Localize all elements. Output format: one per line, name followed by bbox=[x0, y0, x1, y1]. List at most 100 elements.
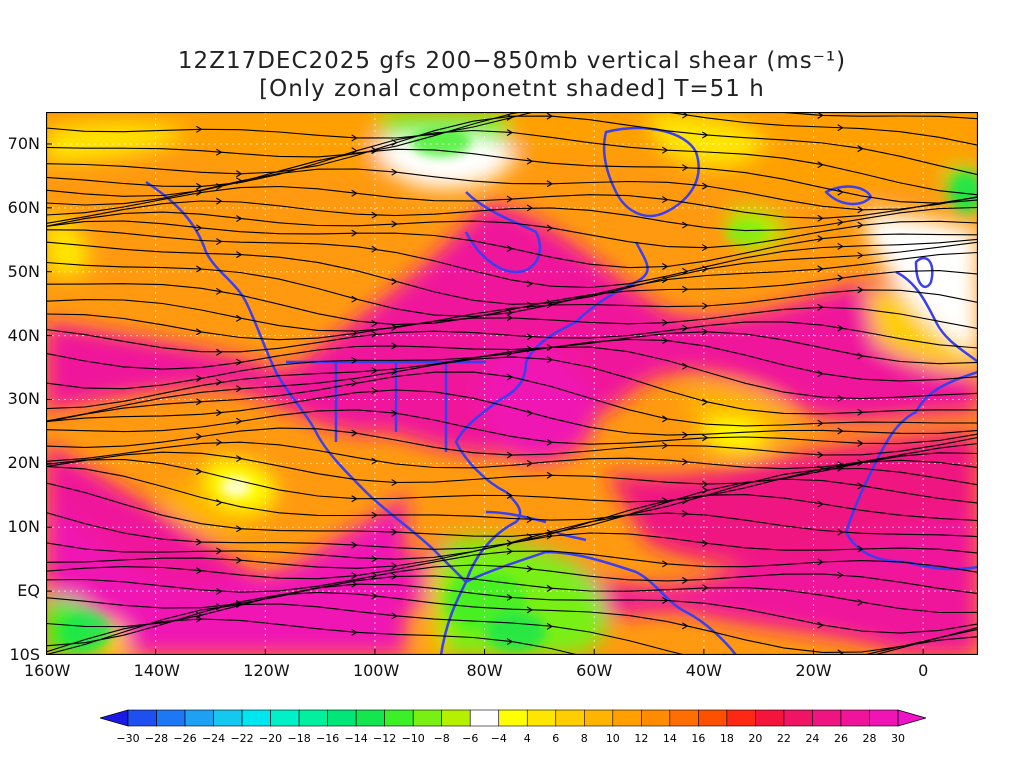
streamline-arrow bbox=[506, 547, 514, 555]
streamline-arrow bbox=[526, 157, 534, 165]
longitude-label: 40W bbox=[685, 661, 722, 680]
streamline-arrow bbox=[351, 147, 358, 155]
streamline-arrow bbox=[371, 555, 378, 563]
streamline bbox=[46, 575, 978, 614]
streamline-arrow bbox=[837, 528, 844, 536]
streamline bbox=[46, 441, 978, 470]
streamline-arrow bbox=[682, 458, 689, 466]
colorbar-cell bbox=[583, 709, 614, 727]
streamline-arrow bbox=[371, 457, 378, 465]
streamline-arrow bbox=[546, 471, 554, 479]
streamline bbox=[46, 211, 978, 249]
colorbar-label: 8 bbox=[581, 732, 588, 745]
colorbar-label: −28 bbox=[145, 732, 168, 745]
colorbar-cell bbox=[726, 709, 756, 727]
streamline-arrow bbox=[236, 417, 243, 425]
colorbar-min-arrow bbox=[98, 709, 129, 727]
streamline bbox=[46, 168, 978, 211]
streamline-arrow bbox=[351, 628, 358, 636]
streamline-arrow bbox=[837, 188, 844, 196]
streamline-arrow bbox=[817, 500, 824, 508]
map-plot bbox=[45, 111, 979, 656]
colorbar-label: −12 bbox=[373, 732, 396, 745]
streamline-arrow bbox=[817, 303, 824, 311]
streamline-arrow bbox=[662, 497, 669, 505]
streamline-arrow bbox=[702, 539, 709, 547]
streamline-arrow bbox=[196, 615, 203, 623]
streamline-arrow bbox=[702, 131, 709, 139]
streamline-arrow bbox=[196, 398, 203, 406]
streamline-arrow bbox=[546, 301, 554, 309]
colorbar-cell bbox=[327, 709, 357, 727]
streamline-arrow bbox=[546, 622, 554, 630]
colorbar-label: 30 bbox=[891, 732, 905, 745]
colorbar-cell bbox=[698, 709, 728, 727]
colorbar-label: −26 bbox=[173, 732, 196, 745]
streamline-arrow bbox=[236, 385, 243, 393]
streamline bbox=[46, 512, 978, 560]
colorbar-cell bbox=[213, 709, 243, 727]
colorbar-cell bbox=[127, 709, 157, 727]
streamline-arrow bbox=[371, 330, 378, 338]
streamline-arrow bbox=[817, 621, 824, 629]
colorbar-label: 12 bbox=[634, 732, 648, 745]
streamline-arrow bbox=[702, 398, 709, 406]
streamline-arrow bbox=[817, 161, 824, 169]
streamline-arrow bbox=[351, 189, 358, 197]
streamline-arrow bbox=[682, 164, 689, 172]
streamline bbox=[46, 465, 978, 521]
streamline-arrow bbox=[682, 510, 689, 518]
streamline bbox=[46, 241, 978, 305]
streamline-arrow bbox=[526, 533, 534, 541]
streamline-arrow bbox=[391, 479, 398, 487]
streamline-arrow bbox=[837, 571, 844, 579]
streamline-arrow bbox=[391, 220, 398, 228]
latitude-label: 50N bbox=[7, 261, 40, 281]
colorbar-cell bbox=[412, 709, 443, 727]
colorbar-cell bbox=[184, 709, 214, 727]
map-title-line2: [Only zonal componetnt shaded] T=51 h bbox=[259, 76, 765, 102]
streamline-arrow bbox=[682, 267, 689, 275]
longitude-label: 80W bbox=[466, 661, 503, 680]
streamline-arrow bbox=[196, 567, 203, 575]
latitude-label: 40N bbox=[7, 325, 40, 345]
streamline-arrow bbox=[546, 438, 554, 446]
colorbar-label: −30 bbox=[116, 732, 139, 745]
streamline-arrow bbox=[371, 320, 378, 327]
streamline-arrow bbox=[662, 560, 669, 568]
streamline-arrow bbox=[546, 224, 554, 232]
streamline-arrow bbox=[857, 352, 864, 360]
streamline-arrow bbox=[391, 562, 398, 570]
streamline-arrow bbox=[351, 356, 358, 364]
streamline-arrow bbox=[526, 459, 534, 467]
colorbar-label: 4 bbox=[524, 732, 531, 745]
colorbar-cell bbox=[612, 709, 642, 727]
streamline-arrow bbox=[817, 370, 824, 378]
streamline-arrow bbox=[391, 368, 398, 376]
streamline-arrow bbox=[682, 285, 689, 293]
streamline-arrow bbox=[682, 221, 689, 229]
streamline-arrow bbox=[506, 245, 514, 253]
map-gridlines bbox=[46, 112, 978, 655]
streamline-arrow bbox=[526, 280, 534, 288]
streamline-arrow bbox=[236, 556, 243, 564]
colorbar-label: −16 bbox=[316, 732, 339, 745]
streamline-arrow bbox=[662, 319, 669, 327]
streamline-arrow bbox=[216, 238, 223, 246]
streamline-arrow bbox=[236, 601, 243, 608]
colorbar-cell bbox=[156, 709, 186, 727]
streamline-arrow bbox=[391, 572, 398, 580]
colorbar: −30 −28 −26 −24 −22 −20 −18 −16 −14 −12 −10 −8 −6 −4 4… bbox=[98, 708, 928, 748]
streamline bbox=[46, 603, 978, 655]
colorbar-label: 6 bbox=[552, 732, 559, 745]
streamline-arrow bbox=[857, 221, 864, 229]
colorbar-label: −4 bbox=[491, 732, 507, 745]
streamline-arrow bbox=[837, 218, 844, 226]
streamline-arrow bbox=[196, 538, 203, 546]
streamline-arrow bbox=[196, 224, 203, 232]
streamline-arrow bbox=[857, 482, 864, 490]
colorbar-cell bbox=[641, 709, 671, 727]
latitude-label: 20N bbox=[7, 453, 40, 473]
streamline-arrow bbox=[526, 565, 534, 573]
streamline-arrow bbox=[391, 323, 398, 331]
